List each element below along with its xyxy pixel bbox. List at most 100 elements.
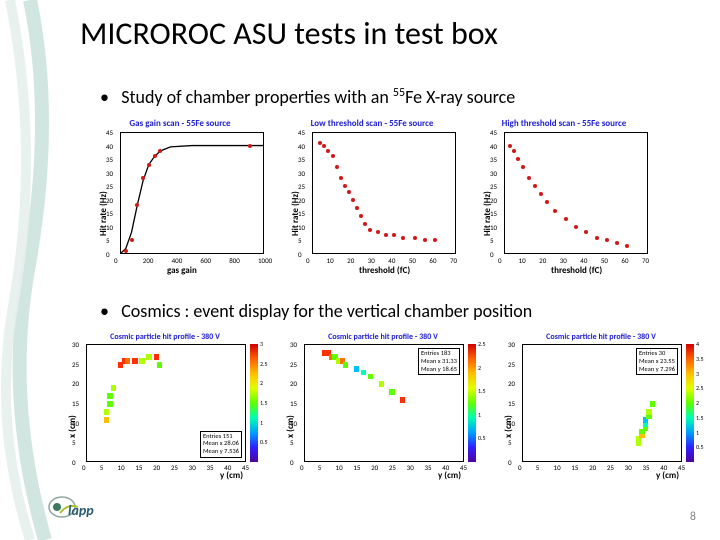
y-tick: 45: [490, 128, 497, 137]
y-tick: 45: [298, 128, 305, 137]
y-tick: 10: [72, 419, 79, 428]
y-tick: 5: [298, 236, 302, 245]
x-tick: 25: [607, 463, 614, 472]
y-tick: 35: [298, 155, 305, 164]
x-tick: 70: [450, 256, 457, 265]
x-tick: 0: [82, 463, 86, 472]
svg-text:lapp: lapp: [68, 502, 94, 519]
data-point: [363, 222, 367, 226]
y-tick: 40: [298, 142, 305, 151]
x-tick: 15: [135, 463, 142, 472]
data-point: [331, 154, 335, 158]
x-tick: 25: [389, 463, 396, 472]
x-tick: 40: [660, 463, 667, 472]
colorbar-tick: 2.5: [260, 360, 268, 368]
hit-cell: [107, 393, 112, 399]
x-tick: 0: [114, 256, 118, 265]
y-tick: 0: [490, 250, 494, 259]
chart-title: Low threshold scan - 55Fe source: [311, 118, 434, 129]
colorbar: 0.511.522.53: [250, 344, 258, 462]
colorbar-tick: 0.5: [260, 438, 268, 446]
x-tick: 0: [306, 256, 310, 265]
data-point: [343, 184, 347, 188]
y-tick: 15: [508, 399, 515, 408]
y-tick: 15: [290, 399, 297, 408]
data-point: [347, 190, 351, 194]
x-tick: 35: [642, 463, 649, 472]
x-tick: 15: [571, 463, 578, 472]
hit-profile-chart: Cosmic particle hit profile - 380 Vx (cm…: [496, 330, 706, 480]
y-tick: 40: [106, 142, 113, 151]
colorbar-tick: 2: [478, 364, 481, 372]
x-tick: 35: [206, 463, 213, 472]
data-point: [545, 200, 549, 204]
data-point: [527, 176, 531, 180]
top-chart-row: Gas gain scan - 55Fe sourceHit rate (Hz)…: [90, 116, 654, 276]
x-tick: 20: [347, 256, 354, 265]
data-point: [248, 144, 252, 148]
bullet-1: • Study of chamber properties with an 55…: [100, 86, 515, 108]
y-tick: 5: [490, 236, 494, 245]
x-tick: 45: [678, 463, 685, 472]
x-tick: 30: [368, 256, 375, 265]
slide: MICROROC ASU tests in test box • Study o…: [0, 0, 720, 540]
hit-cell: [111, 385, 116, 391]
hit-cell: [154, 354, 159, 360]
data-point: [512, 149, 516, 153]
y-tick: 25: [490, 182, 497, 191]
y-tick: 20: [298, 196, 305, 205]
data-point: [384, 233, 388, 237]
colorbar-tick: 3: [696, 370, 699, 378]
y-tick: 30: [290, 340, 297, 349]
x-tick: 200: [143, 256, 154, 265]
y-tick: 10: [298, 223, 305, 232]
chart-title: High threshold scan - 55Fe source: [502, 118, 627, 129]
data-point: [147, 163, 151, 167]
y-tick: 20: [508, 379, 515, 388]
scatter-chart: High threshold scan - 55Fe sourceHit rat…: [474, 116, 654, 276]
data-point: [584, 230, 588, 234]
x-tick: 20: [153, 463, 160, 472]
data-point: [355, 206, 359, 210]
x-tick: 60: [429, 256, 436, 265]
data-point: [326, 149, 330, 153]
data-point: [533, 184, 537, 188]
colorbar-tick: 2: [260, 379, 263, 387]
y-tick: 15: [72, 399, 79, 408]
data-point: [401, 236, 405, 240]
x-tick: 45: [242, 463, 249, 472]
hit-cell: [132, 358, 137, 364]
bullet-2: • Cosmics : event display for the vertic…: [100, 300, 532, 322]
colorbar-tick: 2.5: [478, 340, 486, 348]
x-tick: 30: [560, 256, 567, 265]
hit-cell: [361, 370, 366, 376]
x-tick: 30: [189, 463, 196, 472]
stats-line: Mean y 7.296: [639, 366, 675, 374]
stats-box: Entries 183Mean x 31.33Mean y 18.65: [418, 348, 460, 375]
data-point: [368, 228, 372, 232]
data-point: [539, 192, 543, 196]
y-tick: 35: [490, 155, 497, 164]
bottom-chart-row: Cosmic particle hit profile - 380 Vx (cm…: [60, 330, 706, 480]
x-tick: 30: [407, 463, 414, 472]
y-tick: 40: [490, 142, 497, 151]
hit-profile-chart: Cosmic particle hit profile - 380 Vx (cm…: [60, 330, 270, 480]
scatter-chart: Gas gain scan - 55Fe sourceHit rate (Hz)…: [90, 116, 270, 276]
data-point: [141, 176, 145, 180]
data-point: [605, 238, 609, 242]
lapp-logo: lapp: [48, 493, 104, 526]
x-tick: 45: [460, 463, 467, 472]
y-tick: 10: [508, 419, 515, 428]
data-point: [433, 238, 437, 242]
y-tick: 0: [290, 458, 294, 467]
data-point: [574, 225, 578, 229]
data-point: [392, 233, 396, 237]
stats-line: Mean y 7.536: [203, 448, 239, 456]
page-number: 8: [690, 510, 696, 524]
x-tick: 50: [409, 256, 416, 265]
hit-cell: [650, 401, 655, 407]
y-tick: 25: [508, 360, 515, 369]
hit-cell: [646, 409, 651, 415]
data-point: [564, 217, 568, 221]
hit-cell: [107, 401, 112, 407]
